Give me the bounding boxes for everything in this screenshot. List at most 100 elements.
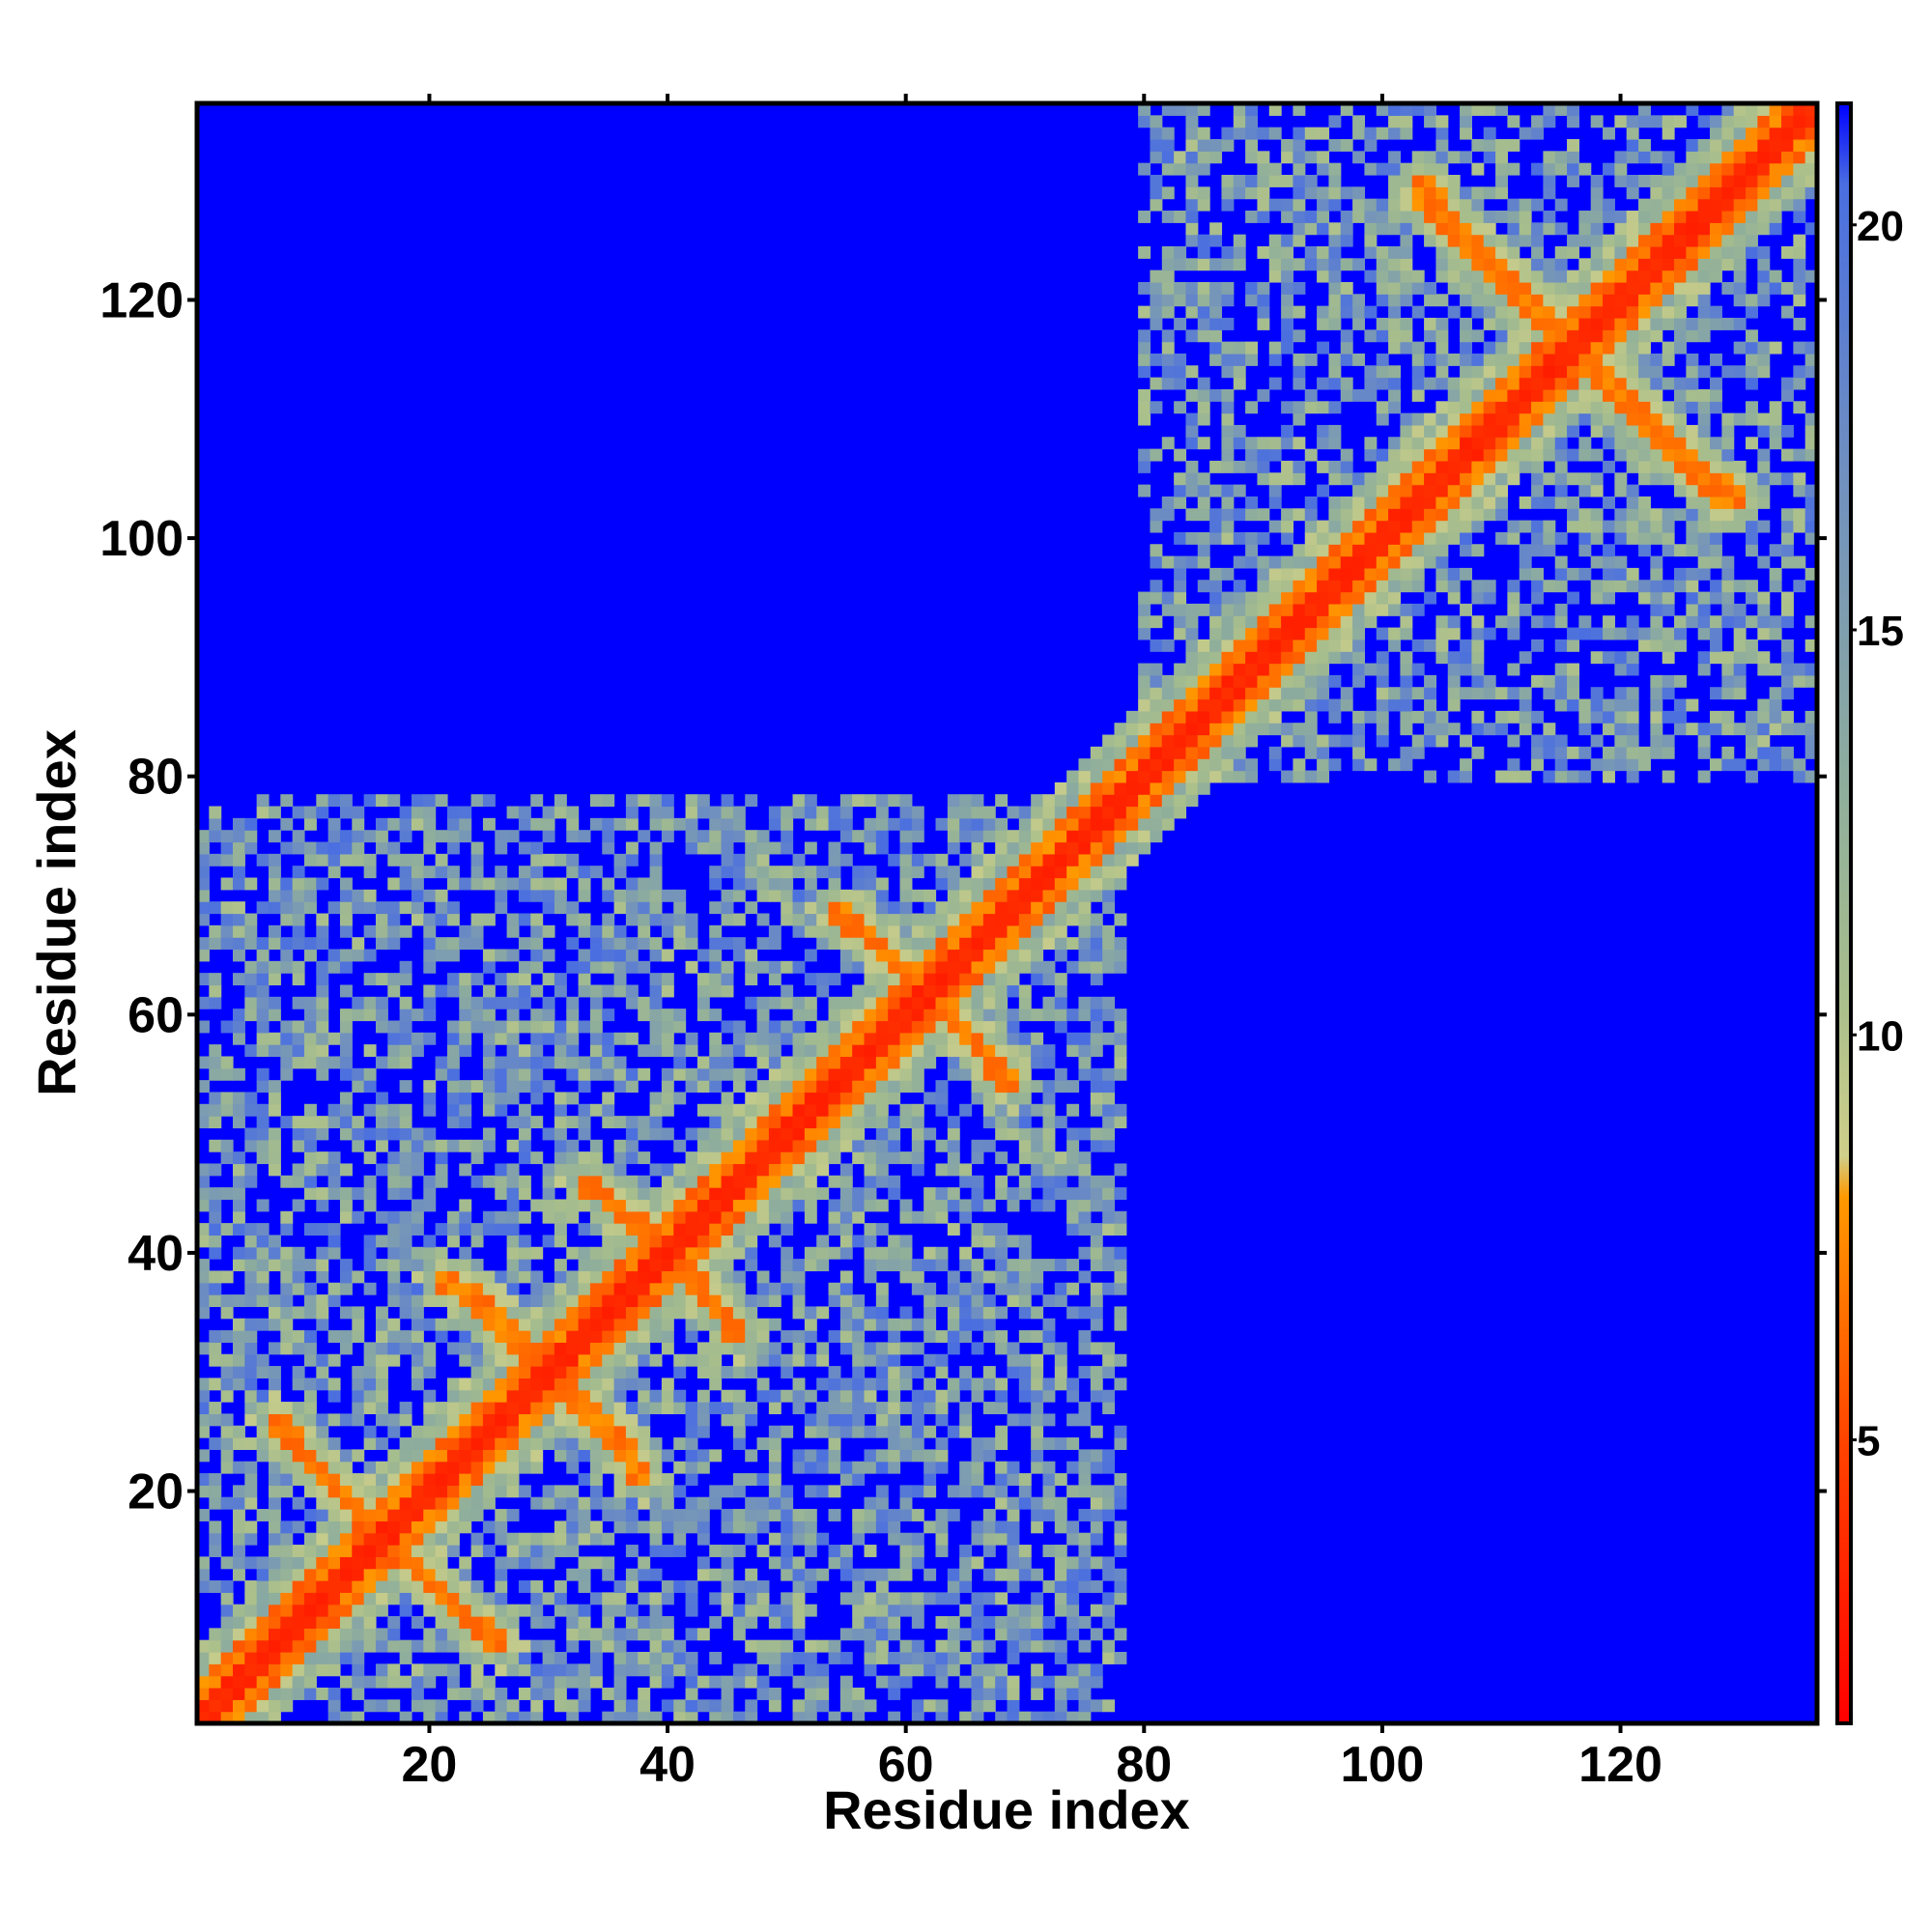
heatmap-cell (792, 1294, 806, 1308)
heatmap-cell (482, 1366, 496, 1378)
heatmap-cell (268, 1425, 281, 1438)
heatmap-cell (459, 973, 472, 986)
heatmap-cell (1174, 663, 1187, 676)
heatmap-cell (518, 1080, 531, 1094)
heatmap-cell (399, 817, 412, 831)
heatmap-cell (982, 1116, 996, 1129)
heatmap-cell (1066, 1580, 1080, 1593)
heatmap-cell (1317, 520, 1330, 533)
heatmap-cell (209, 1699, 222, 1713)
heatmap-cell (888, 1366, 901, 1378)
heatmap-cell (352, 1413, 365, 1427)
heatmap-cell (446, 1139, 460, 1152)
heatmap-cell (1317, 639, 1330, 652)
heatmap-cell (935, 1520, 949, 1534)
heatmap-cell (459, 1270, 472, 1284)
heatmap-cell (423, 1366, 437, 1378)
heatmap-cell (1340, 520, 1353, 533)
heatmap-cell (995, 866, 1009, 879)
heatmap-cell (506, 1080, 520, 1094)
heatmap-cell (268, 1044, 281, 1058)
heatmap-cell (923, 1402, 937, 1414)
heatmap-cell (709, 1080, 723, 1094)
heatmap-cell (828, 1366, 841, 1378)
heatmap-cell (721, 1413, 734, 1427)
heatmap-cell (864, 1592, 877, 1605)
heatmap-cell (542, 1545, 555, 1557)
heatmap-cell (1102, 1389, 1116, 1403)
heatmap-cell (589, 1246, 603, 1260)
heatmap-cell (303, 1306, 317, 1320)
heatmap-cell (244, 1556, 258, 1570)
heatmap-cell (1161, 341, 1175, 355)
heatmap-cell (1281, 603, 1294, 616)
heatmap-cell (1161, 794, 1175, 808)
heatmap-cell (792, 1449, 806, 1463)
heatmap-cell (673, 1235, 687, 1248)
heatmap-cell (899, 1402, 913, 1414)
heatmap-cell (959, 924, 973, 938)
heatmap-cell (875, 1628, 889, 1641)
heatmap-cell (1174, 770, 1187, 783)
heatmap-cell (721, 841, 734, 855)
heatmap-cell (923, 1699, 937, 1713)
heatmap-cell (638, 877, 651, 891)
heatmap-cell (721, 1175, 734, 1188)
heatmap-cell (518, 1366, 531, 1378)
heatmap-cell (1138, 806, 1151, 819)
heatmap-cell (256, 1402, 270, 1414)
heatmap-cell (589, 924, 603, 938)
heatmap-cell (1031, 1639, 1044, 1653)
heatmap-cell (971, 1342, 984, 1355)
heatmap-cell (1066, 1616, 1080, 1629)
heatmap-cell (1125, 806, 1139, 819)
heatmap-cell (768, 1688, 781, 1700)
heatmap-cell (1209, 698, 1223, 712)
heatmap-cell (899, 1259, 913, 1272)
heatmap-cell (732, 1067, 746, 1081)
heatmap-cell (696, 1366, 710, 1378)
heatmap-cell (292, 1366, 305, 1378)
heatmap-cell (1257, 580, 1270, 593)
heatmap-cell (696, 1449, 710, 1463)
heatmap-cell (959, 1580, 973, 1593)
heatmap-cell (435, 1520, 448, 1534)
heatmap-cell (613, 1688, 627, 1700)
heatmap-cell (768, 866, 781, 879)
heatmap-cell (232, 1175, 245, 1188)
heatmap-cell (982, 1067, 996, 1081)
heatmap-cell (613, 1330, 627, 1344)
heatmap-cell (506, 1306, 520, 1320)
heatmap-cell (1340, 341, 1353, 355)
heatmap-cell (339, 1032, 353, 1045)
heatmap-cell (911, 1318, 924, 1331)
heatmap-cell (1090, 1532, 1103, 1546)
heatmap-cell (1221, 651, 1235, 665)
heatmap-cell (339, 1056, 353, 1069)
heatmap-cell (292, 1520, 305, 1534)
heatmap-cell (530, 1270, 544, 1284)
heatmap-cell (638, 1246, 651, 1260)
heatmap-cell (828, 937, 841, 951)
heatmap-cell (1197, 388, 1210, 402)
heatmap-cell (816, 901, 830, 915)
heatmap-cell (506, 1139, 520, 1152)
heatmap-cell (673, 1437, 687, 1450)
heatmap-cell (554, 1163, 567, 1177)
heatmap-cell (888, 1151, 901, 1165)
heatmap-cell (1018, 877, 1032, 891)
heatmap-cell (685, 1449, 698, 1463)
heatmap-cell (756, 1199, 770, 1212)
heatmap-cell (1340, 580, 1353, 593)
heatmap-cell (280, 1639, 294, 1653)
heatmap-cell (197, 1116, 210, 1129)
heatmap-cell (1317, 341, 1330, 355)
heatmap-cell (935, 1080, 949, 1094)
heatmap-cell (589, 1592, 603, 1605)
heatmap-cell (530, 1699, 544, 1713)
heatmap-cell (1042, 1092, 1056, 1105)
heatmap-cell (1340, 531, 1353, 545)
heatmap-cell (1185, 687, 1199, 700)
heatmap-cell (316, 1067, 329, 1081)
heatmap-cell (1281, 651, 1294, 665)
